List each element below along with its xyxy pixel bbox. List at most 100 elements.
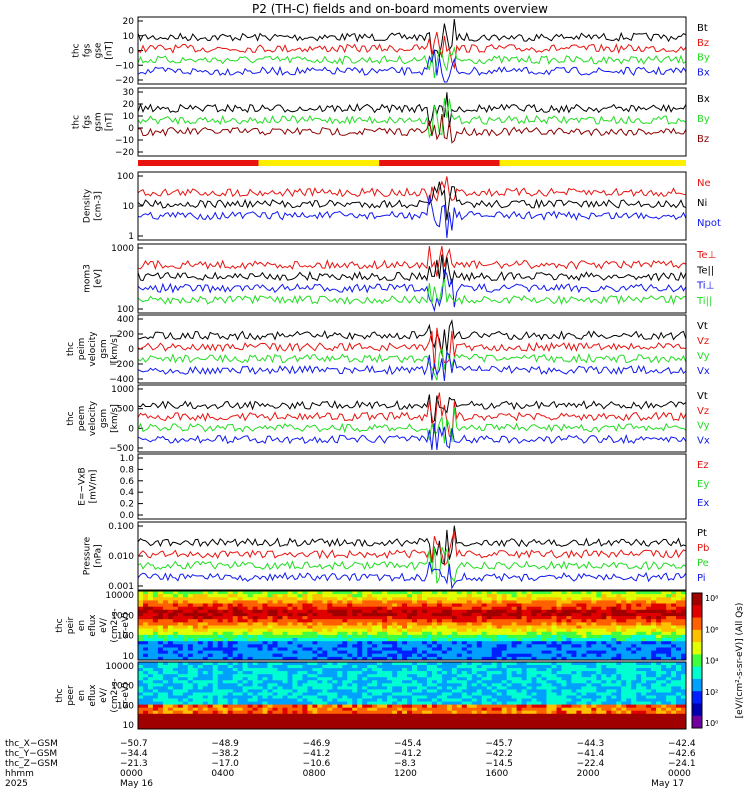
heatmap-cell	[502, 720, 508, 724]
legend-label: Bx	[697, 67, 710, 78]
heatmap-cell	[397, 635, 403, 639]
heatmap-cell	[223, 693, 229, 697]
heatmap-cell	[233, 597, 239, 601]
heatmap-cell	[168, 600, 174, 604]
heatmap-cell	[596, 626, 602, 630]
heatmap-cell	[507, 693, 513, 697]
heatmap-cell	[218, 686, 224, 690]
heatmap-cell	[636, 654, 642, 658]
heatmap-cell	[352, 616, 358, 620]
heatmap-cell	[347, 680, 353, 684]
heatmap-cell	[173, 662, 179, 666]
heatmap-cell	[427, 648, 433, 652]
heatmap-cell	[188, 607, 194, 611]
heatmap-cell	[198, 686, 204, 690]
heatmap-cell	[507, 714, 513, 718]
heatmap-cell	[273, 591, 279, 595]
heatmap-cell	[522, 600, 528, 604]
heatmap-cell	[352, 705, 358, 709]
heatmap-cell	[138, 591, 144, 595]
heatmap-cell	[432, 644, 438, 648]
heatmap-cell	[532, 619, 538, 623]
heatmap-cell	[248, 594, 254, 598]
heatmap-cell	[357, 686, 363, 690]
heatmap-cell	[552, 641, 558, 645]
heatmap-cell	[517, 632, 523, 636]
heatmap-cell	[203, 705, 209, 709]
heatmap-cell	[148, 696, 154, 700]
heatmap-cell	[542, 629, 548, 633]
heatmap-cell	[288, 668, 294, 672]
heatmap-cell	[666, 613, 672, 617]
heatmap-cell	[586, 604, 592, 608]
heatmap-cell	[362, 616, 368, 620]
heatmap-cell	[656, 720, 662, 724]
heatmap-cell	[462, 689, 468, 693]
heatmap-cell	[661, 622, 667, 626]
heatmap-cell	[412, 693, 418, 697]
heatmap-cell	[427, 632, 433, 636]
heatmap-cell	[342, 597, 348, 601]
heatmap-cell	[507, 610, 513, 614]
heatmap-cell	[218, 708, 224, 712]
heatmap-cell	[362, 674, 368, 678]
heatmap-cell	[671, 717, 677, 721]
heatmap-cell	[213, 720, 219, 724]
heatmap-cell	[332, 604, 338, 608]
heatmap-cell	[417, 686, 423, 690]
heatmap-cell	[512, 686, 517, 690]
heatmap-cell	[482, 711, 488, 715]
heatmap-cell	[522, 717, 528, 721]
heatmap-cell	[312, 677, 318, 681]
heatmap-cell	[596, 638, 602, 642]
heatmap-cell	[631, 677, 637, 681]
heatmap-cell	[138, 689, 144, 693]
heatmap-cell	[173, 708, 179, 712]
heatmap-cell	[268, 671, 274, 675]
heatmap-cell	[666, 677, 672, 681]
heatmap-cell	[337, 604, 343, 608]
heatmap-cell	[357, 708, 363, 712]
heatmap-cell	[288, 702, 294, 706]
heatmap-cell	[397, 607, 403, 611]
heatmap-cell	[601, 696, 607, 700]
heatmap-cell	[372, 671, 378, 675]
heatmap-cell	[626, 632, 632, 636]
heatmap-cell	[552, 696, 558, 700]
heatmap-cell	[233, 635, 239, 639]
heatmap-cell	[168, 632, 174, 636]
heatmap-cell	[188, 689, 194, 693]
heatmap-cell	[352, 644, 358, 648]
heatmap-cell	[223, 720, 229, 724]
heatmap-cell	[283, 699, 289, 703]
heatmap-cell	[402, 671, 408, 675]
heatmap-cell	[437, 668, 443, 672]
heatmap-cell	[248, 720, 254, 724]
heatmap-cell	[562, 604, 568, 608]
heatmap-cell	[547, 671, 553, 675]
heatmap-cell	[457, 662, 463, 666]
heatmap-cell	[317, 674, 323, 678]
heatmap-cell	[367, 632, 373, 636]
heatmap-cell	[522, 604, 528, 608]
heatmap-cell	[402, 668, 408, 672]
heatmap-cell	[263, 674, 269, 678]
heatmap-cell	[362, 671, 368, 675]
heatmap-cell	[447, 597, 453, 601]
heatmap-cell	[193, 702, 199, 706]
heatmap-cell	[497, 648, 503, 652]
heatmap-cell	[422, 699, 428, 703]
heatmap-cell	[417, 594, 423, 598]
heatmap-cell	[332, 651, 338, 655]
heatmap-cell	[562, 591, 568, 595]
heatmap-cell	[611, 705, 617, 709]
heatmap-cell	[218, 648, 224, 652]
heatmap-cell	[571, 600, 577, 604]
heatmap-cell	[412, 638, 418, 642]
heatmap-cell	[517, 607, 523, 611]
heatmap-cell	[646, 654, 652, 658]
heatmap-cell	[606, 622, 612, 626]
heatmap-cell	[641, 662, 647, 666]
heatmap-cell	[452, 641, 458, 645]
heatmap-cell	[292, 597, 298, 601]
